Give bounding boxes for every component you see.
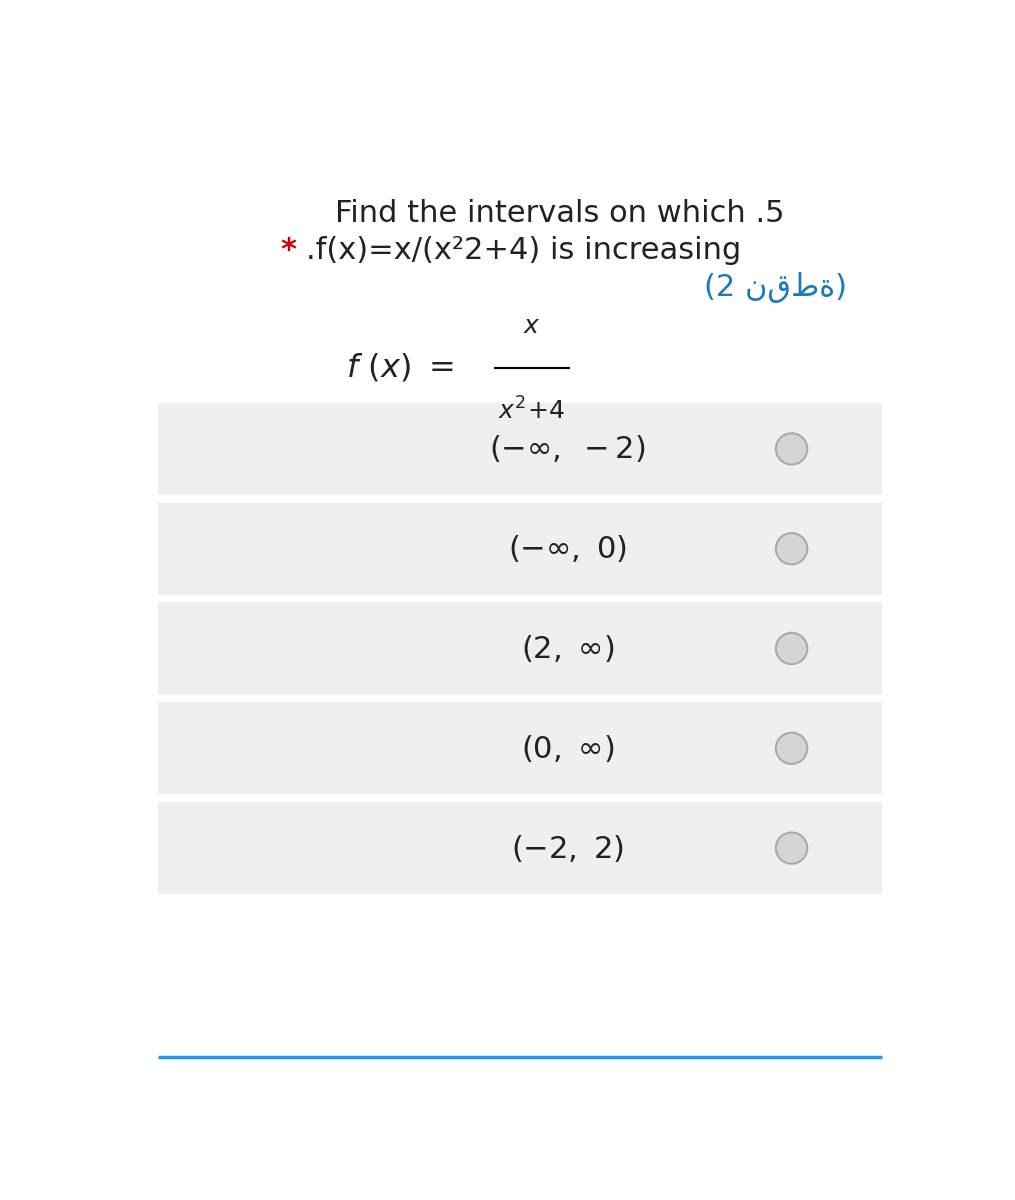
Ellipse shape [775, 632, 807, 664]
Text: $f\ (x)\ =$: $f\ (x)\ =$ [346, 352, 454, 384]
Ellipse shape [775, 533, 807, 564]
Text: $(-\infty,\ 0)$: $(-\infty,\ 0)$ [508, 533, 627, 564]
Text: $(-\infty,\ -2)$: $(-\infty,\ -2)$ [489, 433, 646, 464]
Text: $(0,\ \infty)$: $(0,\ \infty)$ [521, 733, 614, 763]
FancyBboxPatch shape [158, 602, 882, 695]
Text: $x$: $x$ [523, 314, 541, 338]
FancyBboxPatch shape [158, 503, 882, 595]
FancyBboxPatch shape [158, 403, 882, 496]
FancyBboxPatch shape [158, 702, 882, 794]
FancyBboxPatch shape [158, 802, 882, 894]
Text: .f(x)=x/(x²2+4) is increasing: .f(x)=x/(x²2+4) is increasing [307, 235, 742, 265]
Text: $x^2\!+\!4$: $x^2\!+\!4$ [498, 397, 565, 425]
Text: (2 نقطة): (2 نقطة) [703, 271, 847, 302]
Text: *: * [280, 235, 296, 265]
Text: $(-2,\ 2)$: $(-2,\ 2)$ [511, 833, 624, 864]
Ellipse shape [775, 733, 807, 764]
Ellipse shape [775, 833, 807, 864]
Text: Find the intervals on which .5: Find the intervals on which .5 [335, 199, 785, 228]
Ellipse shape [775, 433, 807, 464]
Text: $(2,\ \infty)$: $(2,\ \infty)$ [521, 634, 614, 664]
